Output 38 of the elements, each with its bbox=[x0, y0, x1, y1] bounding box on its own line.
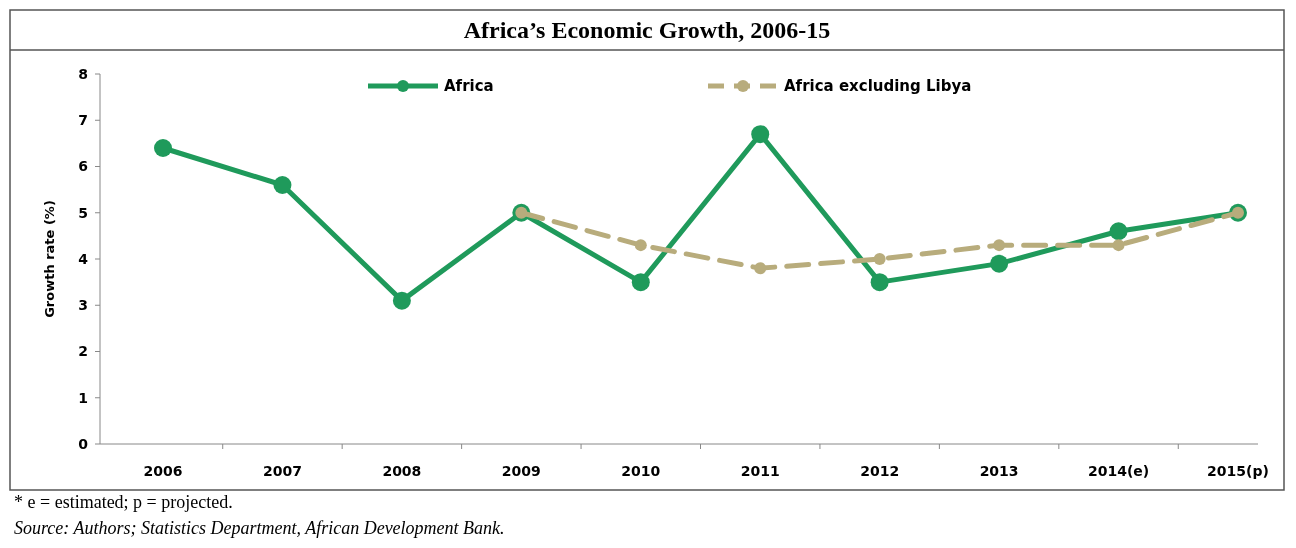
legend-label: Africa bbox=[444, 77, 494, 96]
point bbox=[751, 125, 770, 144]
point bbox=[870, 273, 889, 292]
x-tick-label: 2015(p) bbox=[1207, 463, 1269, 479]
y-tick-label: 6 bbox=[78, 158, 88, 175]
y-tick-label: 7 bbox=[78, 112, 88, 129]
point bbox=[993, 239, 1006, 252]
x-tick-label: 2010 bbox=[621, 463, 661, 479]
source-note: Source: Authors; Statistics Department, African Development Bank. bbox=[14, 518, 505, 538]
point bbox=[1112, 239, 1125, 252]
y-tick-label: 0 bbox=[78, 435, 89, 452]
y-tick-label: 8 bbox=[78, 65, 88, 82]
y-tick-label: 4 bbox=[78, 250, 89, 267]
point bbox=[634, 239, 647, 252]
y-axis-title: Growth rate (%) bbox=[42, 200, 57, 318]
point bbox=[154, 139, 172, 157]
x-tick-label: 2009 bbox=[501, 463, 541, 479]
x-tick-label: 2006 bbox=[143, 463, 183, 479]
x-tick-label: 2014(e) bbox=[1087, 463, 1150, 479]
point bbox=[873, 253, 886, 265]
point bbox=[273, 176, 292, 194]
x-tick-label: 2008 bbox=[382, 463, 422, 479]
text: * e = estimated; p = projected. bbox=[14, 492, 233, 512]
y-tick-label: 5 bbox=[78, 204, 88, 221]
x-tick-label: 2012 bbox=[860, 463, 900, 479]
point bbox=[990, 254, 1009, 273]
legend-label: Africa excluding Libya bbox=[784, 77, 972, 96]
point bbox=[631, 273, 650, 292]
point bbox=[1109, 222, 1128, 241]
point bbox=[754, 262, 767, 275]
x-tick-label: 2011 bbox=[740, 463, 780, 479]
y-tick-label: 2 bbox=[78, 343, 88, 360]
chart-title: Africa’s Economic Growth, 2006-15 bbox=[463, 17, 831, 43]
x-tick-label: 2013 bbox=[979, 463, 1019, 479]
point bbox=[392, 291, 411, 310]
x-tick-label: 2007 bbox=[262, 463, 302, 479]
y-tick-label: 3 bbox=[78, 297, 88, 314]
y-tick-label: 1 bbox=[78, 389, 88, 406]
